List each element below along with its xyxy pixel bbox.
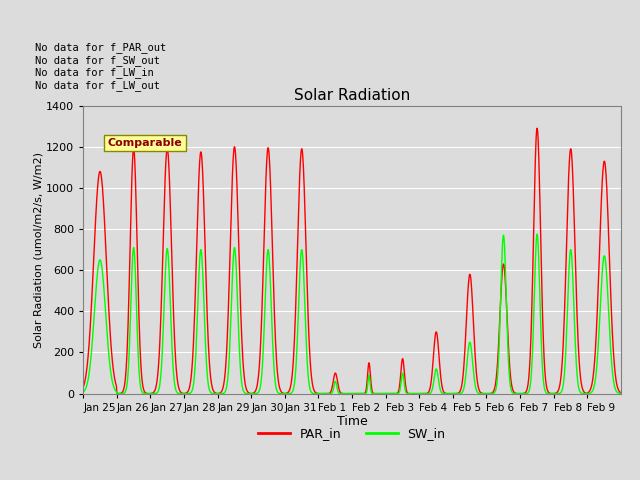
PAR_in	[611, 363, 618, 369]
PAR_in	[79, 384, 87, 390]
Y-axis label: Solar Radiation (umol/m2/s, W/m2): Solar Radiation (umol/m2/s, W/m2)	[33, 152, 44, 348]
PAR_in	[348, 391, 356, 396]
SW_in	[558, 388, 566, 394]
SW_in	[163, 246, 171, 252]
SW_in	[479, 391, 486, 396]
SW_in	[328, 390, 335, 396]
X-axis label: Time: Time	[337, 415, 367, 429]
Title: Solar Radiation: Solar Radiation	[294, 88, 410, 103]
PAR_in	[328, 387, 335, 393]
PAR_in	[533, 125, 541, 131]
Line: PAR_in: PAR_in	[83, 128, 621, 394]
PAR_in	[163, 146, 171, 152]
SW_in	[79, 389, 87, 395]
SW_in	[338, 391, 346, 396]
PAR_in	[617, 390, 625, 396]
Line: SW_in: SW_in	[83, 234, 621, 394]
SW_in	[533, 231, 541, 237]
Legend: PAR_in, SW_in: PAR_in, SW_in	[253, 422, 451, 445]
Text: Comparable: Comparable	[108, 138, 182, 148]
PAR_in	[558, 363, 566, 369]
PAR_in	[338, 391, 346, 396]
PAR_in	[479, 391, 486, 396]
SW_in	[617, 391, 625, 396]
SW_in	[611, 384, 618, 389]
SW_in	[348, 391, 356, 396]
Text: No data for f_PAR_out
No data for f_SW_out
No data for f_LW_in
No data for f_LW_: No data for f_PAR_out No data for f_SW_o…	[35, 42, 166, 91]
